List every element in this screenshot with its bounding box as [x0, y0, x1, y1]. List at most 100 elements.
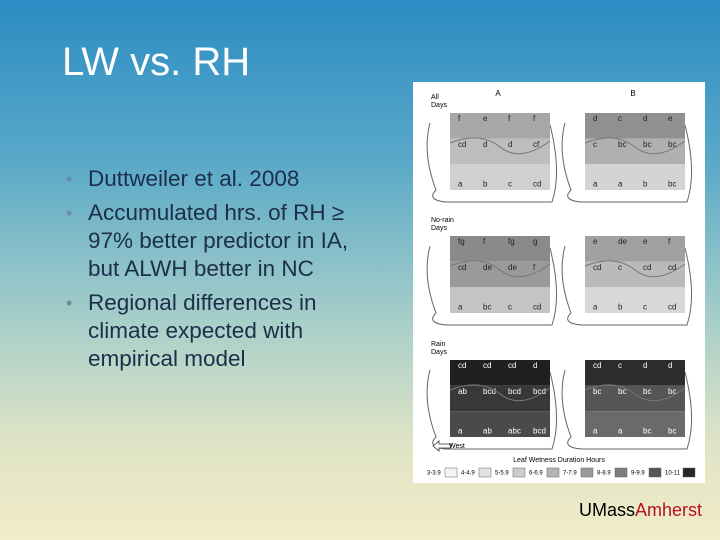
cell-label: cd	[483, 361, 491, 370]
cell-label: d	[508, 140, 512, 149]
map-band	[585, 113, 685, 139]
cell-label: bc	[643, 426, 651, 435]
cell-label: bcd	[533, 387, 546, 396]
slide-title: LW vs. RH	[62, 40, 251, 84]
map-outline	[426, 122, 558, 203]
cell-label: f	[533, 263, 536, 272]
cell-label: c	[618, 361, 622, 370]
map-band	[585, 287, 685, 313]
map-band	[450, 138, 550, 165]
cell-label: bc	[668, 426, 676, 435]
map-outline	[561, 245, 693, 326]
legend-swatch	[614, 467, 628, 478]
column-label: A	[495, 89, 501, 98]
map-contour	[584, 384, 686, 402]
legend-swatch	[682, 467, 696, 478]
map-contour	[449, 137, 551, 155]
map-outline	[426, 245, 558, 326]
cell-label: cd	[533, 302, 541, 311]
cell-label: bc	[483, 302, 491, 311]
cell-label: cd	[668, 302, 676, 311]
map-band	[450, 287, 550, 313]
map-band	[450, 113, 550, 139]
map-contour	[584, 137, 686, 155]
cell-label: e	[483, 114, 488, 123]
bullet-list: Duttweiler et al. 2008 Accumulated hrs. o…	[62, 165, 382, 379]
cell-label: a	[458, 302, 463, 311]
direction-arrow	[432, 440, 452, 452]
cell-label: bcd	[533, 426, 546, 435]
cell-label: cd	[458, 263, 466, 272]
cell-label: bc	[618, 140, 626, 149]
row-label: Days	[431, 225, 447, 232]
cell-label: c	[508, 302, 512, 311]
legend-label: 5-5.9	[495, 471, 509, 477]
brand-part: Amherst	[634, 500, 702, 520]
cell-label: f	[483, 237, 486, 246]
cell-label: d	[643, 361, 647, 370]
map-contour	[449, 260, 551, 278]
brand: UMassAmherst	[579, 500, 702, 521]
map-band	[585, 261, 685, 288]
cell-label: a	[593, 179, 598, 188]
cell-label: c	[618, 263, 622, 272]
map-band	[585, 164, 685, 190]
bullet: Regional differences in climate expected…	[62, 289, 382, 373]
map-band	[585, 360, 685, 386]
column-label: B	[630, 89, 635, 98]
cell-label: b	[643, 179, 648, 188]
cell-label: bcd	[508, 387, 521, 396]
cell-label: f	[508, 114, 511, 123]
cell-label: bc	[668, 387, 676, 396]
cell-label: cd	[508, 361, 516, 370]
cell-label: e	[593, 237, 598, 246]
cell-label: cd	[593, 361, 601, 370]
legend-label: 8-8.9	[597, 471, 611, 477]
row-label: All	[431, 94, 439, 101]
cell-label: d	[533, 361, 537, 370]
map-band	[450, 236, 550, 262]
cell-label: d	[643, 114, 647, 123]
cell-label: de	[483, 263, 492, 272]
direction-label: West	[449, 443, 465, 450]
map-band	[585, 236, 685, 262]
cell-label: bc	[618, 387, 626, 396]
legend-label: 4-4.9	[461, 471, 475, 477]
bullet: Duttweiler et al. 2008	[62, 165, 382, 193]
legend-label: 6-6.9	[529, 471, 543, 477]
legend-label: 9-9.9	[631, 471, 645, 477]
legend-swatch	[546, 467, 560, 478]
cell-label: bc	[668, 179, 676, 188]
legend-title: Leaf Wetness Duration Hours	[513, 457, 605, 464]
cell-label: bc	[643, 387, 651, 396]
map-contour	[584, 260, 686, 278]
cell-label: cd	[668, 263, 676, 272]
cell-label: e	[643, 237, 648, 246]
cell-label: cd	[533, 179, 541, 188]
map-band	[450, 360, 550, 386]
cell-label: f	[668, 237, 671, 246]
legend-label: 3-3.9	[427, 471, 441, 477]
map-band	[450, 164, 550, 190]
legend-label: 10-11	[665, 471, 681, 477]
cell-label: d	[593, 114, 597, 123]
cell-label: cd	[593, 263, 601, 272]
cell-label: c	[618, 114, 622, 123]
map-band	[585, 385, 685, 412]
bullet: Accumulated hrs. of RH ≥ 97% better pred…	[62, 199, 382, 283]
row-label: Rain	[431, 341, 446, 348]
cell-label: fg	[458, 237, 465, 246]
legend-label: 7-7.9	[563, 471, 577, 477]
cell-label: cd	[458, 140, 466, 149]
cell-label: a	[593, 302, 598, 311]
cell-label: b	[483, 179, 488, 188]
map-band	[585, 411, 685, 437]
cell-label: a	[458, 179, 463, 188]
cell-label: c	[643, 302, 647, 311]
map-band	[585, 138, 685, 165]
cell-label: de	[618, 237, 627, 246]
legend-swatch	[580, 467, 594, 478]
cell-label: cf	[533, 140, 540, 149]
